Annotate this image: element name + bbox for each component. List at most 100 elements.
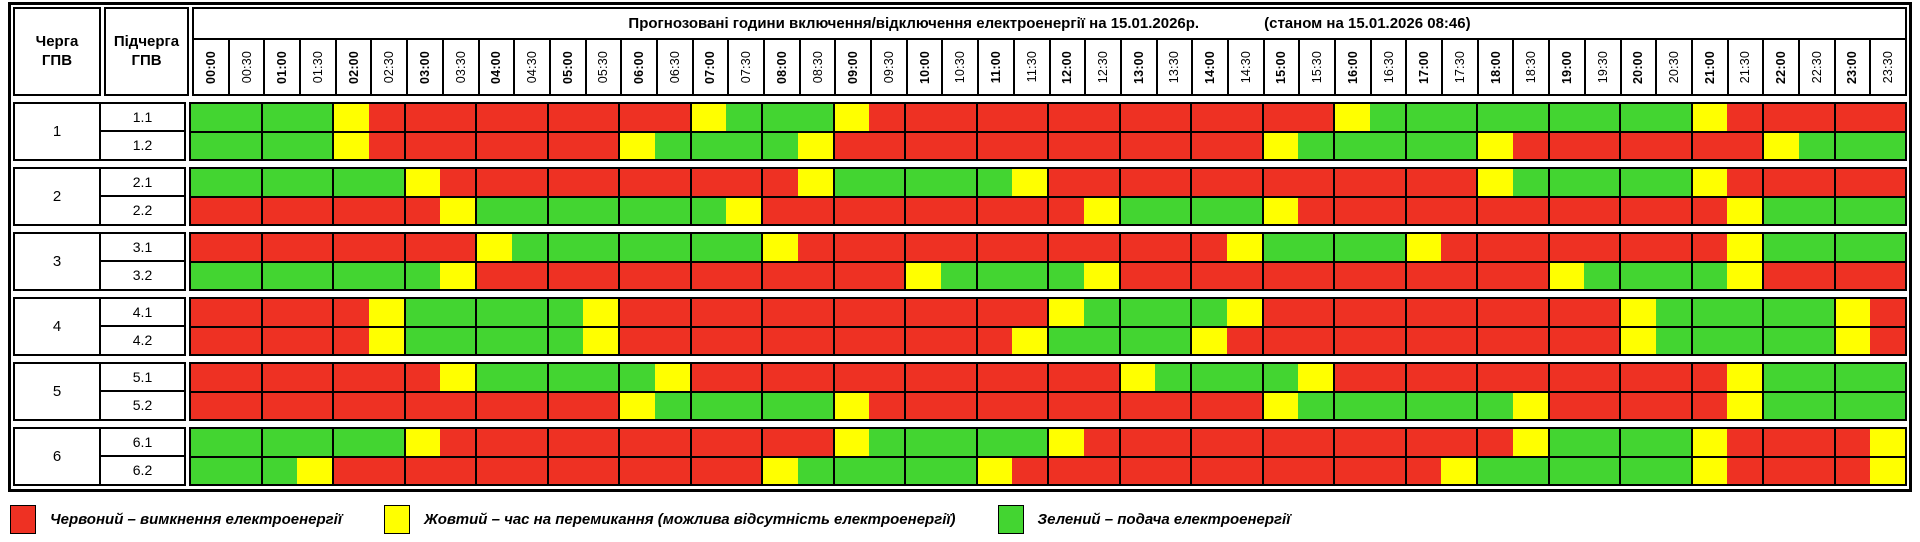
time-label: 21:00 [1702, 50, 1717, 84]
hour-cell [1118, 234, 1190, 261]
time-column-header: 16:00 [1334, 40, 1370, 94]
schedule-slot [1083, 132, 1119, 159]
schedule-slot [1263, 327, 1299, 354]
schedule-slot [1512, 392, 1548, 419]
schedule-slot [511, 132, 547, 159]
schedule-slot [691, 197, 727, 224]
schedule-slot [1155, 132, 1190, 159]
hour-cell [1619, 299, 1691, 326]
schedule-slot [477, 299, 512, 326]
schedule-slot [620, 392, 655, 419]
hour-cell [1118, 104, 1190, 131]
schedule-slot [368, 132, 404, 159]
hour-cell [618, 299, 690, 326]
hour-cell [546, 197, 618, 224]
schedule-slot [477, 429, 512, 456]
schedule-slot [1012, 299, 1047, 326]
schedule-slot [1512, 234, 1548, 261]
hour-cell [904, 429, 976, 456]
schedule-slot [511, 169, 547, 196]
schedule-slot [1263, 169, 1299, 196]
group-grid [189, 297, 1907, 356]
schedule-slot [1192, 197, 1227, 224]
hour-cell [1404, 197, 1476, 224]
table-header: Черга ГПВ Підчерга ГПВ Прогнозовані годи… [13, 7, 1907, 96]
schedule-slot [763, 197, 798, 224]
hour-cell [832, 132, 904, 159]
schedule-slot [977, 299, 1013, 326]
legend: Червоний – вимкнення електроенергії Жовти… [10, 505, 1332, 534]
hour-cell [761, 234, 833, 261]
time-label: 01:00 [275, 50, 290, 84]
schedule-slot [1120, 429, 1156, 456]
time-column-header: 21:00 [1690, 40, 1727, 94]
schedule-slot [1155, 364, 1190, 391]
time-label: 16:00 [1345, 50, 1360, 84]
schedule-slot [1083, 234, 1119, 261]
schedule-slot [1870, 457, 1905, 484]
hour-cell [1404, 457, 1476, 484]
group-label-box: 1 1.1 1.2 [13, 102, 186, 161]
schedule-slot [977, 234, 1013, 261]
hour-cell [475, 457, 547, 484]
hour-cell [1190, 169, 1262, 196]
page-title: Прогнозовані години включення/відключенн… [628, 15, 1200, 32]
schedule-slot [1298, 327, 1333, 354]
schedule-slot [763, 234, 798, 261]
schedule-slot [1298, 364, 1333, 391]
hour-cell [332, 392, 404, 419]
hour-cell [260, 327, 332, 354]
hour-cell [1690, 429, 1762, 456]
schedule-slot [191, 262, 226, 289]
schedule-slot [1798, 234, 1834, 261]
schedule-slot [1512, 457, 1548, 484]
schedule-slot [334, 299, 369, 326]
schedule-slot [1155, 392, 1190, 419]
time-column-header: 05:00 [548, 40, 585, 94]
time-label: 06:00 [632, 50, 647, 84]
schedule-slot [405, 132, 441, 159]
schedule-slot [1584, 327, 1619, 354]
schedule-slot [548, 104, 584, 131]
schedule-slot [1584, 169, 1619, 196]
schedule-slot [797, 392, 833, 419]
schedule-slot [1369, 262, 1405, 289]
hour-cell [1476, 262, 1548, 289]
schedule-slot [440, 429, 475, 456]
schedule-slot [1263, 262, 1299, 289]
schedule-slot [334, 104, 369, 131]
schedule-slot [869, 132, 904, 159]
schedule-slot [1298, 104, 1333, 131]
schedule-slot [834, 262, 870, 289]
hour-cell [1118, 299, 1190, 326]
schedule-slot [1764, 364, 1799, 391]
hour-cell [1047, 429, 1119, 456]
schedule-slot [1835, 327, 1871, 354]
time-column-header: 23:30 [1869, 40, 1905, 94]
hour-cell [475, 132, 547, 159]
hour-cell [689, 262, 761, 289]
time-column-header: 12:00 [1048, 40, 1085, 94]
subqueue-label: 1.2 [132, 137, 153, 154]
schedule-slot [583, 197, 618, 224]
schedule-slot [583, 429, 618, 456]
time-label: 08:30 [810, 50, 825, 84]
schedule-slot [1798, 327, 1834, 354]
schedule-slot [1692, 197, 1728, 224]
schedule-slot [297, 392, 332, 419]
schedule-slot [1798, 457, 1834, 484]
time-label: 03:30 [453, 50, 468, 84]
schedule-slot [1584, 234, 1619, 261]
hour-cell [975, 327, 1047, 354]
schedule-slot [440, 392, 475, 419]
time-label: 06:30 [667, 50, 682, 84]
schedule-slot [977, 327, 1013, 354]
hour-cell [1047, 104, 1119, 131]
queue-label: 3 [15, 234, 101, 289]
hour-cell [904, 197, 976, 224]
hour-cell [1619, 169, 1691, 196]
schedule-slot [834, 364, 870, 391]
schedule-slot [405, 299, 441, 326]
time-column-header: 15:30 [1298, 40, 1334, 94]
legend-label: Зелений – подача електроенергії [1037, 511, 1291, 528]
